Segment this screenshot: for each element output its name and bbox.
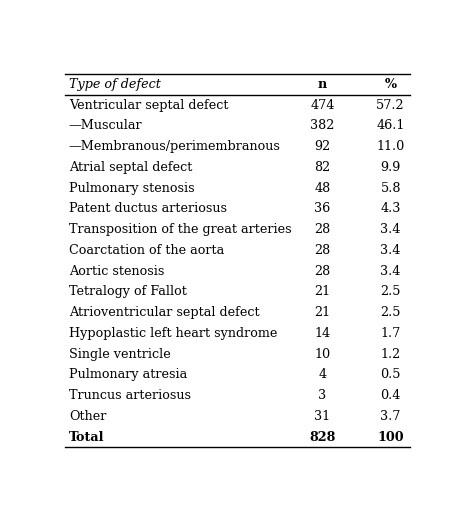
Text: Total: Total [69,430,104,443]
Text: 21: 21 [313,285,330,298]
Text: 36: 36 [313,203,330,215]
Text: 3.4: 3.4 [380,244,400,257]
Text: Aortic stenosis: Aortic stenosis [69,265,164,278]
Text: 28: 28 [313,265,330,278]
Text: Patent ductus arteriosus: Patent ductus arteriosus [69,203,226,215]
Text: Transposition of the great arteries: Transposition of the great arteries [69,223,291,236]
Text: 4: 4 [318,368,325,381]
Text: 1.7: 1.7 [380,327,400,340]
Text: 11.0: 11.0 [375,140,404,153]
Text: 28: 28 [313,223,330,236]
Text: 0.5: 0.5 [380,368,400,381]
Text: Tetralogy of Fallot: Tetralogy of Fallot [69,285,186,298]
Text: 57.2: 57.2 [375,99,404,112]
Text: 5.8: 5.8 [380,182,400,195]
Text: n: n [317,78,326,91]
Text: 2.5: 2.5 [380,285,400,298]
Text: Other: Other [69,410,106,423]
Text: 474: 474 [309,99,334,112]
Text: 3.4: 3.4 [380,223,400,236]
Text: 828: 828 [308,430,335,443]
Text: 28: 28 [313,244,330,257]
Text: 3.7: 3.7 [380,410,400,423]
Text: Pulmonary stenosis: Pulmonary stenosis [69,182,194,195]
Text: 0.4: 0.4 [380,389,400,402]
Text: 1.2: 1.2 [380,348,400,361]
Text: 10: 10 [313,348,330,361]
Text: Hypoplastic left heart syndrome: Hypoplastic left heart syndrome [69,327,276,340]
Text: Pulmonary atresia: Pulmonary atresia [69,368,187,381]
Text: Type of defect: Type of defect [69,78,160,91]
Text: 3: 3 [318,389,325,402]
Text: Ventricular septal defect: Ventricular septal defect [69,99,228,112]
Text: 2.5: 2.5 [380,306,400,319]
Text: %: % [384,78,396,91]
Text: Atrioventricular septal defect: Atrioventricular septal defect [69,306,259,319]
Text: 3.4: 3.4 [380,265,400,278]
Text: 14: 14 [313,327,330,340]
Text: 46.1: 46.1 [375,120,404,133]
Text: —Membranous/perimembranous: —Membranous/perimembranous [69,140,280,153]
Text: 100: 100 [376,430,403,443]
Text: 82: 82 [313,161,330,174]
Text: 92: 92 [313,140,330,153]
Text: 48: 48 [313,182,330,195]
Text: 21: 21 [313,306,330,319]
Text: Coarctation of the aorta: Coarctation of the aorta [69,244,224,257]
Text: Single ventricle: Single ventricle [69,348,170,361]
Text: Truncus arteriosus: Truncus arteriosus [69,389,190,402]
Text: Atrial septal defect: Atrial septal defect [69,161,192,174]
Text: 4.3: 4.3 [380,203,400,215]
Text: 382: 382 [309,120,334,133]
Text: 31: 31 [313,410,330,423]
Text: 9.9: 9.9 [380,161,400,174]
Text: —Muscular: —Muscular [69,120,142,133]
